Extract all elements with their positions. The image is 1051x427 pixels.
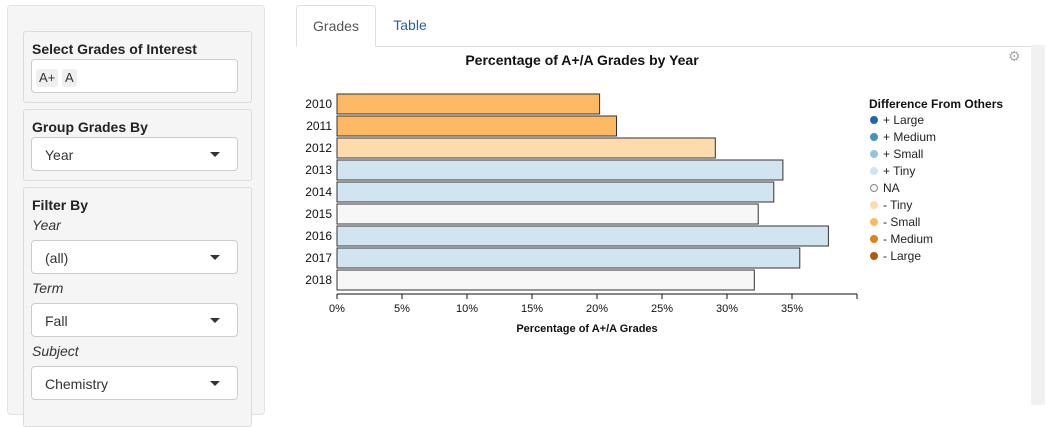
y-tick-label: 2017 bbox=[305, 251, 332, 265]
chevron-down-icon bbox=[210, 152, 220, 157]
x-tick-label: 30% bbox=[716, 303, 738, 315]
y-tick-label: 2015 bbox=[305, 207, 332, 221]
bar-2013 bbox=[336, 159, 784, 181]
legend-dot bbox=[870, 167, 878, 175]
legend-dot bbox=[870, 133, 878, 141]
y-tick-label: 2010 bbox=[305, 97, 332, 111]
x-tick-label: 35% bbox=[781, 303, 803, 315]
y-tick-label: 2012 bbox=[305, 141, 332, 155]
select-grades-panel: Select Grades of Interest A+ A bbox=[23, 31, 252, 103]
term-select[interactable]: Fall bbox=[31, 303, 238, 337]
bar-2010 bbox=[336, 93, 601, 115]
legend-dot bbox=[870, 184, 878, 192]
bar-chart: 2010 2011 2012 2013 2014 2015 2016 2017 2018 0% 5%… bbox=[305, 93, 858, 335]
sidebar-panel: Select Grades of Interest A+ A Group Gra… bbox=[7, 5, 265, 427]
legend-item: - Small bbox=[869, 214, 1003, 231]
legend-item: + Large bbox=[869, 112, 1003, 129]
term-value: Fall bbox=[45, 313, 68, 329]
x-tick-label: 25% bbox=[651, 303, 673, 315]
bar-2012 bbox=[336, 137, 716, 159]
group-by-value: Year bbox=[45, 147, 74, 163]
legend-dot bbox=[870, 201, 878, 209]
filter-title: Filter By bbox=[32, 197, 89, 213]
term-label: Term bbox=[32, 280, 64, 296]
legend-label: + Tiny bbox=[883, 164, 916, 178]
legend-dot bbox=[870, 252, 878, 260]
gear-icon[interactable]: ⚙ bbox=[1008, 48, 1021, 64]
legend-dot bbox=[870, 116, 878, 124]
legend-label: - Large bbox=[883, 249, 922, 263]
legend-item: - Tiny bbox=[869, 197, 1003, 214]
tab-table[interactable]: Table bbox=[393, 17, 427, 33]
legend-item: + Small bbox=[869, 146, 1003, 163]
bar-2014 bbox=[336, 181, 775, 203]
legend-label: - Medium bbox=[883, 232, 934, 246]
legend-dot bbox=[870, 218, 878, 226]
bar-2015 bbox=[336, 203, 759, 225]
filter-panel: Filter By Year (all) Term Fall Subject C… bbox=[23, 187, 252, 427]
group-by-select[interactable]: Year bbox=[31, 137, 238, 171]
legend-dot bbox=[870, 235, 878, 243]
chevron-down-icon bbox=[210, 255, 220, 260]
legend-label: - Tiny bbox=[883, 198, 913, 212]
legend-item: + Medium bbox=[869, 129, 1003, 146]
grades-multiselect[interactable]: A+ A bbox=[31, 59, 238, 93]
y-tick-label: 2011 bbox=[306, 119, 332, 133]
bar-2017 bbox=[336, 247, 801, 269]
bar-2018 bbox=[336, 269, 755, 291]
y-tick-label: 2016 bbox=[305, 229, 332, 243]
grade-token-a-plus[interactable]: A+ bbox=[36, 69, 59, 87]
y-tick-label: 2013 bbox=[305, 163, 332, 177]
subject-select[interactable]: Chemistry bbox=[31, 366, 238, 400]
tab-grades[interactable]: Grades bbox=[296, 5, 376, 47]
scrollbar[interactable] bbox=[1031, 45, 1045, 405]
x-tick-label: 20% bbox=[586, 303, 608, 315]
legend-dot bbox=[870, 150, 878, 158]
legend-label: + Medium bbox=[883, 130, 937, 144]
group-by-panel: Group Grades By Year bbox=[23, 109, 252, 181]
grade-token-a[interactable]: A bbox=[62, 69, 77, 87]
bar-2016 bbox=[336, 225, 829, 247]
year-select[interactable]: (all) bbox=[31, 240, 238, 274]
legend-item: - Medium bbox=[869, 231, 1003, 248]
x-axis-label: Percentage of A+/A Grades bbox=[516, 323, 657, 335]
x-tick-label: 10% bbox=[456, 303, 478, 315]
bar-2011 bbox=[336, 115, 617, 137]
year-label: Year bbox=[32, 217, 61, 233]
legend-label: + Small bbox=[883, 147, 924, 161]
legend-label: - Small bbox=[883, 215, 921, 229]
legend-label: + Large bbox=[883, 113, 925, 127]
legend: Difference From Others + Large + Medium + … bbox=[869, 97, 1003, 265]
subject-value: Chemistry bbox=[45, 376, 109, 392]
x-tick-label: 5% bbox=[394, 303, 410, 315]
legend-label: NA bbox=[883, 181, 900, 195]
legend-item: - Large bbox=[869, 248, 1003, 265]
select-grades-title: Select Grades of Interest bbox=[32, 41, 197, 57]
legend-item: + Tiny bbox=[869, 163, 1003, 180]
group-by-title: Group Grades By bbox=[32, 119, 148, 135]
subject-label: Subject bbox=[32, 343, 79, 359]
year-value: (all) bbox=[45, 250, 69, 266]
chevron-down-icon bbox=[210, 381, 220, 386]
x-tick-label: 0% bbox=[329, 303, 345, 315]
y-tick-label: 2018 bbox=[305, 273, 332, 287]
tab-bar: Grades Table bbox=[296, 5, 1031, 47]
legend-item: NA bbox=[869, 180, 1003, 197]
y-tick-label: 2014 bbox=[305, 185, 332, 199]
chevron-down-icon bbox=[210, 318, 220, 323]
legend-title: Difference From Others bbox=[869, 97, 1004, 111]
chart-title: Percentage of A+/A Grades by Year bbox=[465, 52, 699, 68]
x-tick-label: 15% bbox=[521, 303, 543, 315]
